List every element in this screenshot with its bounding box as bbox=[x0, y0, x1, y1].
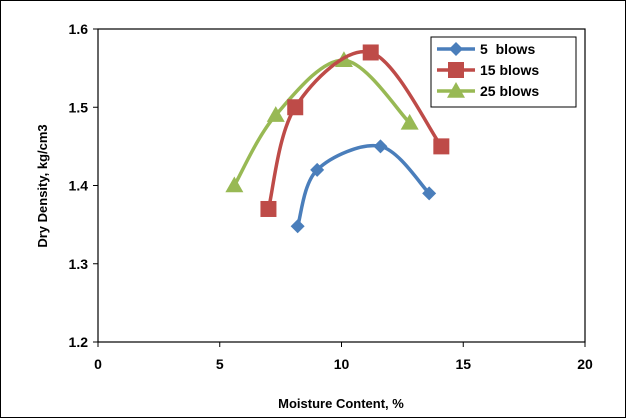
data-point-25-blows bbox=[266, 106, 285, 122]
series-5-blows bbox=[290, 139, 437, 234]
x-tick-label: 0 bbox=[94, 356, 102, 372]
series-15-blows bbox=[260, 44, 450, 217]
data-point-5-blows bbox=[310, 162, 325, 177]
data-point-5-blows bbox=[290, 219, 305, 234]
data-point-25-blows bbox=[225, 176, 244, 193]
data-point-15-blows bbox=[362, 44, 379, 61]
x-tick-label: 20 bbox=[577, 356, 593, 372]
legend-label: 25 blows bbox=[480, 83, 539, 99]
legend-item-15-blows: 15 blows bbox=[437, 62, 539, 78]
legend-marker bbox=[448, 62, 464, 78]
x-tick-label: 10 bbox=[334, 356, 350, 372]
legend-marker bbox=[447, 82, 465, 98]
y-tick-label: 1.3 bbox=[69, 256, 89, 272]
series-line-15-blows bbox=[266, 49, 443, 210]
legend-label: 15 blows bbox=[480, 62, 539, 78]
y-tick-label: 1.6 bbox=[69, 21, 89, 37]
y-axis-label: Dry Density, kg/cm3 bbox=[35, 124, 50, 247]
legend-label: 5 blows bbox=[480, 41, 535, 57]
y-tick-label: 1.2 bbox=[69, 334, 89, 350]
data-point-5-blows bbox=[422, 186, 437, 201]
x-tick-label: 15 bbox=[455, 356, 471, 372]
legend-marker bbox=[449, 42, 463, 56]
legend-item-5-blows: 5 blows bbox=[437, 41, 535, 57]
y-tick-label: 1.4 bbox=[69, 178, 89, 194]
series-line-5-blows bbox=[295, 143, 431, 227]
data-point-5-blows bbox=[373, 139, 388, 154]
data-point-25-blows bbox=[400, 113, 419, 130]
data-point-15-blows bbox=[260, 200, 277, 217]
x-axis-label: Moisture Content, % bbox=[278, 396, 404, 411]
data-point-15-blows bbox=[287, 99, 304, 116]
y-tick-label: 1.5 bbox=[69, 99, 89, 115]
x-tick-label: 5 bbox=[216, 356, 224, 372]
legend-item-25-blows: 25 blows bbox=[437, 82, 539, 99]
legend: 5 blows 15 blows 25 blows bbox=[430, 36, 577, 108]
series-line-25-blows bbox=[232, 58, 411, 187]
data-point-15-blows bbox=[433, 138, 450, 155]
